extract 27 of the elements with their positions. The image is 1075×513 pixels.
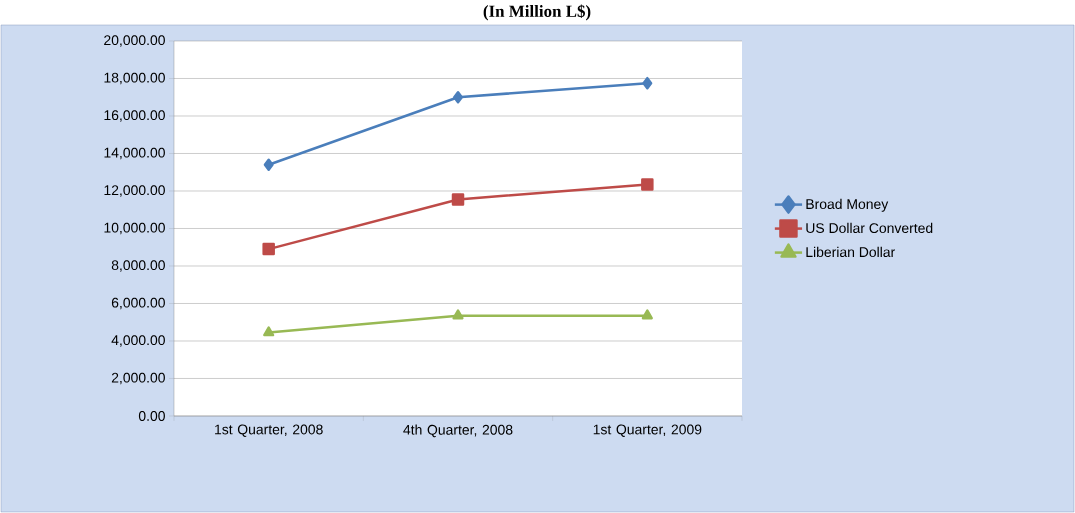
x-tick-label: 4th Quarter, 2008 xyxy=(403,424,513,438)
y-tick-label: 2,000.00 xyxy=(111,372,165,385)
point xyxy=(641,178,654,191)
y-tick-label: 18,000.00 xyxy=(104,72,165,85)
point xyxy=(263,326,275,337)
legend-label: Broad Money xyxy=(806,198,889,212)
y-tick-label: 12,000.00 xyxy=(104,185,165,197)
legend-label: Liberian Dollar xyxy=(806,246,895,258)
point xyxy=(262,242,275,256)
y-tick-label: 8,000.00 xyxy=(111,260,165,272)
y-tick-label: 6,000.00 xyxy=(111,297,165,310)
point xyxy=(451,193,465,206)
x-tick-label: 1st Quarter, 2008 xyxy=(215,424,323,437)
point xyxy=(452,309,464,320)
x-tick-label: 1st Quarter, 2009 xyxy=(593,424,702,437)
y-tick-label: 20,000.00 xyxy=(104,35,165,47)
point xyxy=(453,90,464,104)
point xyxy=(642,76,653,90)
y-tick-label: 16,000.00 xyxy=(104,110,165,122)
point xyxy=(641,309,653,320)
point xyxy=(263,158,274,171)
y-tick-label: 0.00 xyxy=(138,411,165,421)
y-tick-label: 14,000.00 xyxy=(104,147,165,160)
y-tick-label: 4,000.00 xyxy=(111,335,165,347)
y-tick-label: 10,000.00 xyxy=(104,222,165,235)
legend-label: US Dollar Converted xyxy=(806,222,933,234)
chart-title: (In Million L$) xyxy=(483,4,591,21)
